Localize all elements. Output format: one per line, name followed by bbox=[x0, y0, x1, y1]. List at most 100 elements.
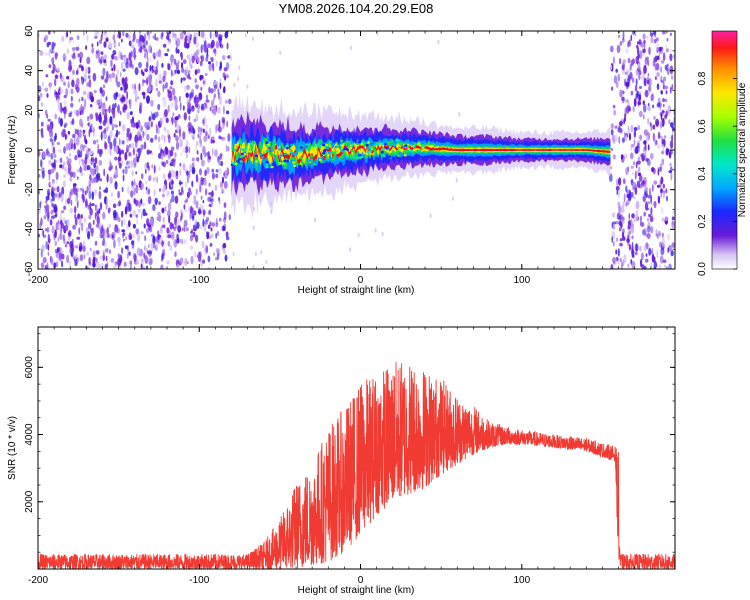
noise-speck bbox=[196, 35, 198, 40]
noise-speck bbox=[113, 64, 116, 72]
noise-speck bbox=[63, 174, 66, 178]
noise-speck bbox=[119, 148, 121, 158]
noise-speck bbox=[124, 167, 128, 175]
noise-speck bbox=[82, 144, 86, 149]
snr-x-axis-title: Height of straight line (km) bbox=[298, 585, 415, 596]
colorbar-tick-label: 0.0 bbox=[697, 262, 708, 276]
signal-speck bbox=[236, 160, 240, 163]
noise-speck bbox=[167, 48, 170, 52]
noise-speck bbox=[626, 69, 629, 77]
noise-speck bbox=[197, 109, 200, 114]
noise-speck bbox=[207, 255, 211, 263]
noise-speck bbox=[619, 41, 623, 46]
snr-y-axis-title: SNR (10 * v/v) bbox=[7, 416, 18, 480]
noise-speck bbox=[92, 250, 96, 259]
noise-speck bbox=[216, 252, 220, 260]
signal-speck bbox=[374, 156, 378, 159]
noise-speck bbox=[70, 251, 73, 257]
noise-speck bbox=[207, 224, 211, 229]
spectrogram-y-tick-label: 60 bbox=[24, 25, 35, 37]
noise-speck bbox=[118, 200, 121, 207]
noise-speck bbox=[69, 176, 73, 182]
noise-speck bbox=[638, 166, 641, 172]
noise-speck bbox=[196, 68, 201, 74]
signal-speck bbox=[307, 159, 311, 163]
noise-speck bbox=[619, 214, 621, 223]
noise-speck-faint bbox=[437, 39, 440, 45]
noise-speck bbox=[67, 163, 72, 172]
noise-speck bbox=[103, 41, 107, 48]
noise-speck bbox=[610, 123, 614, 130]
noise-speck bbox=[149, 56, 152, 63]
noise-speck bbox=[180, 152, 183, 157]
noise-speck bbox=[78, 156, 81, 165]
noise-speck bbox=[130, 44, 135, 49]
noise-speck bbox=[652, 132, 656, 142]
noise-speck bbox=[143, 141, 147, 150]
noise-speck bbox=[88, 257, 91, 264]
noise-speck bbox=[658, 46, 662, 52]
noise-speck bbox=[222, 248, 226, 255]
noise-speck bbox=[131, 142, 135, 149]
noise-speck bbox=[131, 170, 134, 177]
noise-speck bbox=[209, 127, 212, 136]
noise-speck bbox=[200, 203, 202, 210]
noise-speck bbox=[156, 125, 158, 134]
noise-speck bbox=[100, 34, 103, 41]
noise-speck bbox=[167, 104, 170, 114]
noise-speck bbox=[95, 250, 100, 255]
noise-speck bbox=[614, 125, 618, 129]
noise-speck bbox=[159, 117, 163, 126]
signal-speck bbox=[350, 149, 355, 153]
noise-speck bbox=[134, 187, 139, 192]
noise-speck bbox=[148, 244, 150, 249]
noise-speck bbox=[39, 201, 42, 209]
noise-speck bbox=[669, 162, 672, 167]
noise-speck bbox=[133, 254, 137, 262]
noise-speck bbox=[190, 88, 195, 98]
noise-speck bbox=[104, 76, 109, 84]
signal-speck bbox=[240, 152, 244, 156]
noise-speck bbox=[133, 47, 136, 56]
signal-speck bbox=[324, 153, 328, 157]
noise-speck bbox=[196, 150, 199, 155]
noise-speck bbox=[659, 255, 664, 264]
noise-speck bbox=[634, 171, 637, 180]
noise-speck bbox=[170, 146, 175, 151]
noise-speck bbox=[140, 173, 144, 180]
noise-speck bbox=[145, 51, 148, 60]
noise-speck bbox=[144, 180, 148, 185]
noise-speck bbox=[54, 159, 58, 164]
signal-speck bbox=[403, 150, 407, 153]
noise-speck bbox=[160, 226, 163, 234]
noise-speck bbox=[205, 130, 208, 136]
noise-speck bbox=[655, 62, 660, 71]
noise-speck bbox=[60, 102, 62, 110]
noise-speck bbox=[72, 46, 75, 53]
noise-speck bbox=[648, 86, 651, 92]
noise-speck bbox=[124, 82, 128, 91]
noise-speck bbox=[618, 177, 622, 186]
noise-speck bbox=[121, 186, 124, 193]
noise-speck bbox=[175, 216, 178, 224]
noise-speck bbox=[126, 160, 131, 165]
noise-speck bbox=[658, 52, 661, 57]
noise-speck bbox=[61, 233, 63, 241]
noise-speck bbox=[225, 100, 228, 104]
noise-speck bbox=[208, 134, 210, 140]
noise-speck bbox=[70, 188, 74, 196]
noise-speck bbox=[617, 261, 620, 265]
noise-speck bbox=[611, 134, 616, 142]
noise-speck bbox=[209, 31, 212, 39]
noise-speck bbox=[175, 47, 178, 54]
noise-speck bbox=[41, 134, 44, 138]
noise-speck bbox=[71, 79, 75, 88]
noise-speck bbox=[132, 157, 137, 166]
noise-speck bbox=[648, 213, 652, 218]
noise-speck bbox=[124, 206, 128, 215]
noise-speck bbox=[47, 169, 52, 175]
signal-speck bbox=[417, 142, 421, 145]
signal-speck bbox=[265, 160, 269, 164]
signal-speck bbox=[408, 151, 413, 155]
noise-speck bbox=[188, 170, 191, 178]
